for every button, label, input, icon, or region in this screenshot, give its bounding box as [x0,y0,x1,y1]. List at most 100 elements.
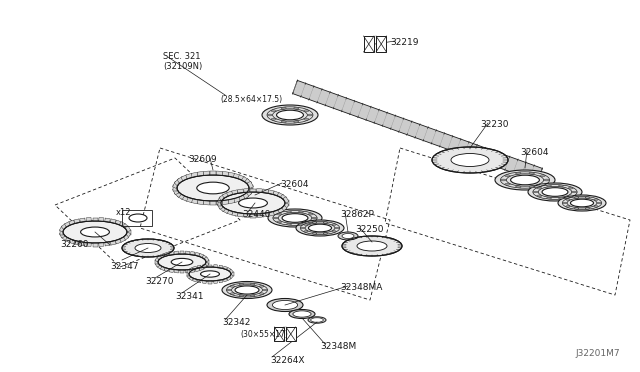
Ellipse shape [172,259,193,266]
Polygon shape [227,210,233,215]
Polygon shape [173,181,179,189]
Text: 32230: 32230 [480,120,509,129]
Polygon shape [195,252,200,256]
Polygon shape [242,177,249,183]
Polygon shape [60,226,65,232]
Text: 32260: 32260 [60,240,88,249]
Polygon shape [174,190,181,198]
Polygon shape [244,189,250,192]
Ellipse shape [235,286,259,294]
Polygon shape [155,257,160,262]
Polygon shape [186,270,189,273]
Ellipse shape [268,209,322,227]
Polygon shape [244,214,250,218]
Polygon shape [199,266,204,270]
Polygon shape [292,80,542,182]
Text: 32862P: 32862P [340,210,374,219]
Polygon shape [105,218,110,222]
Polygon shape [229,275,234,279]
Polygon shape [228,172,235,177]
Ellipse shape [308,214,313,215]
Polygon shape [123,224,129,230]
Polygon shape [197,265,201,268]
Ellipse shape [271,110,276,112]
Ellipse shape [312,222,317,223]
Ellipse shape [299,211,303,213]
Polygon shape [125,232,131,238]
Polygon shape [187,275,191,279]
Ellipse shape [505,175,510,177]
Polygon shape [125,226,131,232]
Ellipse shape [495,170,555,190]
Ellipse shape [304,110,309,112]
Ellipse shape [197,182,229,194]
Polygon shape [74,241,79,245]
Polygon shape [242,193,249,199]
Polygon shape [257,214,262,218]
Ellipse shape [273,217,278,219]
Ellipse shape [533,191,538,193]
Polygon shape [222,208,229,214]
Polygon shape [181,195,188,201]
Polygon shape [61,224,67,230]
Polygon shape [80,218,85,222]
Polygon shape [86,243,92,247]
Polygon shape [233,173,240,179]
Text: 32264X: 32264X [270,356,305,365]
Ellipse shape [505,183,510,185]
Ellipse shape [547,198,552,199]
Polygon shape [210,171,216,175]
Ellipse shape [227,289,231,291]
Polygon shape [273,191,280,196]
Text: SEC. 321: SEC. 321 [163,52,200,61]
Ellipse shape [529,172,534,174]
Polygon shape [86,218,92,221]
Ellipse shape [301,227,305,229]
Text: 32604: 32604 [280,180,308,189]
Text: 32604: 32604 [520,148,548,157]
Polygon shape [238,195,245,201]
Ellipse shape [432,147,508,173]
Ellipse shape [559,198,563,199]
Polygon shape [110,241,116,245]
Polygon shape [237,189,243,193]
Polygon shape [195,268,200,272]
Polygon shape [280,194,287,201]
Polygon shape [65,237,70,243]
Polygon shape [105,242,110,246]
Polygon shape [74,219,79,224]
Ellipse shape [158,254,206,270]
Polygon shape [285,200,289,206]
Polygon shape [283,197,289,203]
Ellipse shape [289,310,315,318]
Polygon shape [60,230,63,234]
Ellipse shape [537,187,541,189]
Ellipse shape [511,175,540,185]
Polygon shape [204,171,210,175]
Ellipse shape [282,214,308,222]
Ellipse shape [540,183,545,185]
Polygon shape [120,222,125,227]
Polygon shape [232,212,238,216]
Ellipse shape [277,214,282,215]
Ellipse shape [259,293,264,294]
Polygon shape [197,171,204,176]
Ellipse shape [273,301,298,310]
Ellipse shape [332,224,336,225]
Polygon shape [229,269,234,273]
Ellipse shape [594,206,598,207]
Text: 32440: 32440 [242,210,270,219]
Polygon shape [247,187,253,195]
Ellipse shape [568,195,573,197]
Polygon shape [204,201,210,205]
Polygon shape [187,269,191,273]
Bar [122,210,152,226]
Ellipse shape [529,186,534,188]
Polygon shape [238,175,245,181]
Ellipse shape [528,183,582,201]
Polygon shape [181,175,188,181]
Ellipse shape [262,105,318,125]
Polygon shape [115,239,121,244]
Polygon shape [157,255,162,260]
Ellipse shape [500,179,506,181]
